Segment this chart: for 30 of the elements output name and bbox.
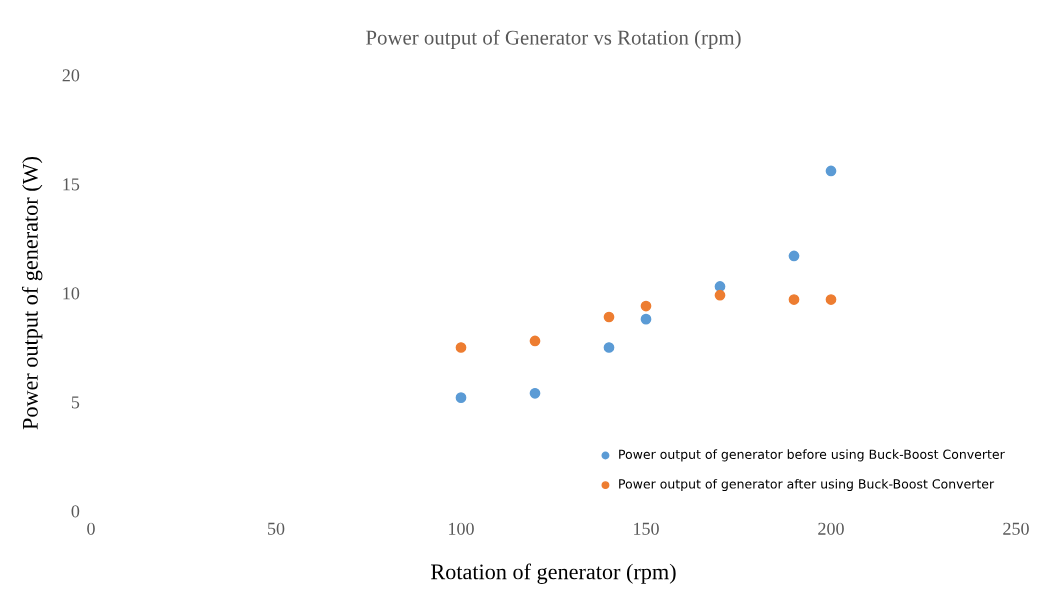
point bbox=[603, 311, 615, 323]
x-tick-label: 100 bbox=[449, 522, 474, 535]
point bbox=[455, 342, 467, 353]
y-tick-label: 5 bbox=[71, 396, 80, 409]
point bbox=[714, 281, 726, 292]
x-tick-label: 200 bbox=[818, 522, 844, 535]
point bbox=[640, 313, 652, 325]
x-tick-label: 250 bbox=[1003, 522, 1029, 535]
x-tick-label: 0 bbox=[87, 522, 95, 535]
y-tick-label: 20 bbox=[62, 69, 80, 82]
legend-label: Power output of generator before using Buck-Boost Converter bbox=[619, 449, 1005, 462]
y-tick-label: 10 bbox=[63, 287, 80, 300]
y-tick-label: 15 bbox=[63, 178, 80, 191]
point bbox=[603, 342, 615, 353]
point bbox=[640, 300, 652, 312]
point bbox=[825, 294, 837, 305]
x-tick-label: 150 bbox=[634, 522, 659, 535]
point bbox=[788, 294, 800, 305]
x-axis-title: Rotation of generator (rpm) bbox=[431, 563, 676, 584]
y-axis-title: Power output of generator (W) bbox=[21, 156, 43, 430]
legend-label: Power output of generator after using Buck-Boost Converter bbox=[619, 478, 995, 492]
point bbox=[714, 289, 726, 301]
point bbox=[455, 392, 467, 403]
y-tick-label: 0 bbox=[71, 505, 80, 518]
point bbox=[788, 250, 800, 262]
point bbox=[825, 165, 837, 177]
chart-title: Power output of Generator vs Rotation (rpm) bbox=[366, 29, 741, 49]
point bbox=[529, 335, 541, 347]
point bbox=[529, 387, 541, 399]
x-tick-label: 50 bbox=[268, 522, 285, 535]
